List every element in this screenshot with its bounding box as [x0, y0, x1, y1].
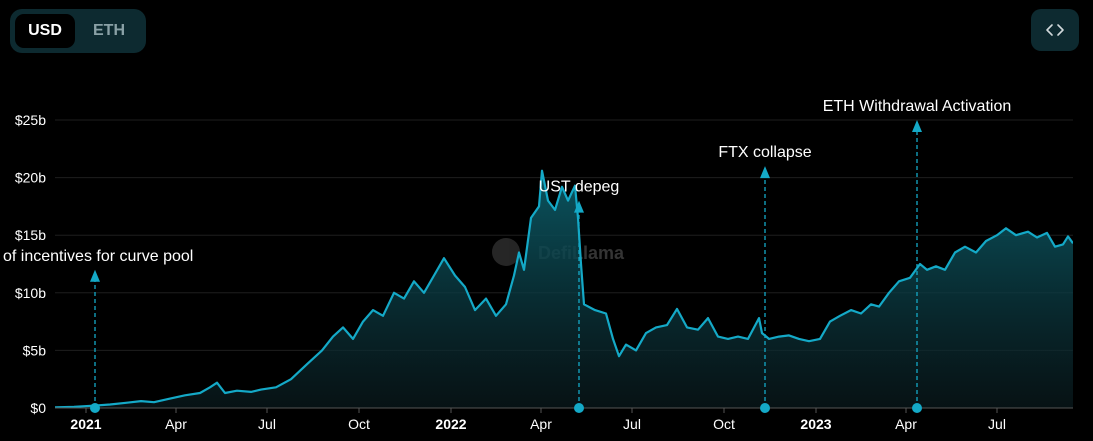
annotation-marker: [760, 403, 770, 413]
annotation-arrow: [760, 166, 770, 179]
defillama-logo-icon: [492, 238, 520, 266]
annotation: ETH Withdrawal Activation: [823, 98, 1012, 413]
annotation: of incentives for curve pool: [3, 248, 193, 413]
annotation-marker: [90, 403, 100, 413]
annotation: FTX collapse: [718, 144, 812, 413]
embed-button[interactable]: [1031, 9, 1079, 51]
series-line: [55, 169, 1073, 409]
y-tick-label: $20b: [15, 170, 46, 186]
x-tick-label: Apr: [895, 416, 917, 432]
y-tick-label: $10b: [15, 285, 46, 301]
annotation-arrow: [574, 200, 584, 213]
series-area: [55, 170, 1073, 408]
x-tick-label: Oct: [713, 416, 735, 432]
x-tick-label: Oct: [348, 416, 370, 432]
annotation-marker: [912, 403, 922, 413]
x-tick-label: Jul: [623, 416, 641, 432]
x-tick-label: Apr: [530, 416, 552, 432]
usd-option[interactable]: USD: [15, 14, 75, 48]
y-tick-label: $5b: [23, 342, 47, 358]
annotation-label: FTX collapse: [718, 144, 811, 161]
annotation-label: ETH Withdrawal Activation: [823, 98, 1012, 115]
eth-option[interactable]: ETH: [93, 22, 125, 39]
annotation-label: of incentives for curve pool: [3, 248, 193, 265]
y-tick-label: $0: [30, 400, 46, 416]
x-tick-label: Jul: [258, 416, 276, 432]
annotation-arrow: [912, 120, 922, 132]
x-tick-label: Apr: [165, 416, 187, 432]
annotation-marker: [574, 403, 584, 413]
code-brackets-icon: [1046, 24, 1064, 36]
y-tick-label: $25b: [15, 112, 46, 128]
x-tick-label: 2021: [70, 416, 101, 432]
annotation-arrow: [90, 269, 100, 282]
x-tick-label: 2023: [800, 416, 831, 432]
y-tick-label: $15b: [15, 227, 46, 243]
currency-toggle: USD ETH: [10, 9, 146, 53]
annotations: of incentives for curve pool UST depeg FTX…: [3, 98, 1011, 413]
y-axis: $0 $5b $10b $15b $20b $25b: [15, 112, 46, 416]
annotation: UST depeg: [539, 179, 620, 413]
x-tick-label: 2022: [435, 416, 466, 432]
annotation-label: UST depeg: [539, 179, 620, 196]
x-axis: 2021 Apr Jul Oct 2022 Apr Jul Oct 2023 Apr Jul: [70, 408, 1006, 432]
x-tick-label: Jul: [988, 416, 1006, 432]
